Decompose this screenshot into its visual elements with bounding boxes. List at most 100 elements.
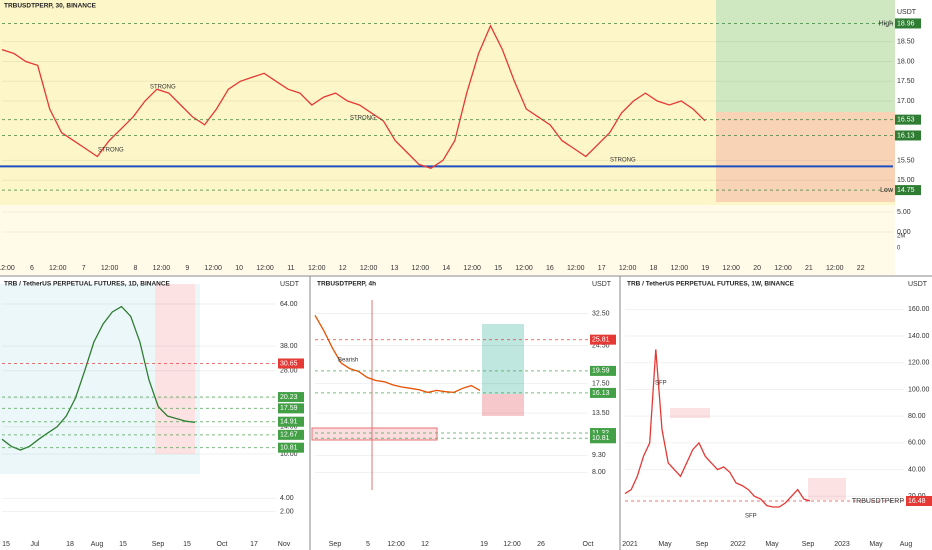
y-tick-label: 8.00 [592, 469, 606, 476]
price-tag-text: High [879, 20, 894, 27]
y-tick-label: 60.00 [908, 440, 926, 447]
price-tag [906, 495, 932, 506]
x-tick-label: 19 [480, 541, 488, 548]
chart-title: TRB / TetherUS PERPETUAL FUTURES, 1D, BI… [4, 281, 171, 288]
x-tick-label: 12 [421, 541, 429, 548]
price-tag [278, 392, 304, 403]
x-tick-label: 12:00 [308, 265, 326, 272]
annotation: 2M [897, 234, 905, 240]
chart-title: TRB / TetherUS PERPETUAL FUTURES, 1W, BI… [627, 281, 795, 288]
x-tick-label: 15 [2, 541, 10, 548]
y-tick-label: 13.50 [592, 410, 610, 417]
x-tick-label: 12:00 [0, 265, 15, 272]
price-tag-label: 30.65 [280, 360, 298, 367]
price-tag [278, 429, 304, 440]
price-tag-label: 14.91 [280, 419, 298, 426]
x-tick-label: 12:00 [515, 265, 533, 272]
price-tag [590, 433, 616, 444]
x-tick-label: 12:00 [671, 265, 689, 272]
price-tag [895, 130, 921, 141]
price-tag-label: 20.23 [280, 394, 298, 401]
y-tick-label: 15.50 [897, 157, 915, 164]
price-tag [590, 365, 616, 376]
y-tick-label: 32.50 [592, 310, 610, 317]
axis-unit: USDT [280, 281, 300, 288]
x-tick-label: May [658, 541, 672, 548]
x-tick-label: 15 [494, 265, 502, 272]
x-tick-label: 10 [235, 265, 243, 272]
x-tick-label: 12 [339, 265, 347, 272]
x-tick-label: Sep [329, 541, 342, 548]
y-tick-label: 160.00 [908, 306, 930, 313]
x-tick-label: 18 [650, 265, 658, 272]
x-tick-label: 15 [183, 541, 191, 548]
annotation: STRONG [350, 116, 376, 122]
x-tick-label: May [765, 541, 779, 548]
y-tick-label: 17.00 [897, 98, 915, 105]
x-tick-label: 26 [537, 541, 545, 548]
x-tick-label: 21 [805, 265, 813, 272]
target-zone [482, 324, 524, 394]
x-tick-label: 12:00 [153, 265, 171, 272]
y-tick-label: 120.00 [908, 360, 930, 367]
x-tick-label: 12:00 [826, 265, 844, 272]
price-tag-label: 12.67 [280, 432, 298, 439]
price-tag-text: TRBUSDTPERP [852, 498, 904, 505]
y-tick-label: 80.00 [908, 413, 926, 420]
x-tick-label: 17 [250, 541, 258, 548]
x-tick-label: 13 [391, 265, 399, 272]
x-tick-label: 12:00 [360, 265, 378, 272]
price-tag-label: 16.48 [908, 498, 926, 505]
price-tag-label: 18.96 [897, 20, 915, 27]
x-tick-label: 7 [82, 265, 86, 272]
x-tick-label: 12:00 [619, 265, 637, 272]
price-tag-label: 10.81 [592, 435, 610, 442]
volume-tick-label: 4.00 [280, 495, 294, 502]
x-tick-label: Sep [152, 541, 165, 548]
y-tick-label: 9.30 [592, 452, 606, 459]
price-tag [278, 358, 304, 369]
price-tag [278, 416, 304, 427]
x-tick-label: 12:00 [387, 541, 405, 548]
zone [808, 478, 846, 500]
annotation: STRONG [150, 85, 176, 91]
x-tick-label: 14 [442, 265, 450, 272]
x-tick-label: 12:00 [101, 265, 119, 272]
y-tick-label: 15.00 [897, 177, 915, 184]
x-tick-label: 12:00 [463, 265, 481, 272]
y-tick-label: 100.00 [908, 386, 930, 393]
y-tick-label: 17.50 [592, 381, 610, 388]
x-tick-label: Oct [583, 541, 594, 548]
x-tick-label: 19 [701, 265, 709, 272]
x-tick-label: 20 [753, 265, 761, 272]
volume-tick-label: 5.00 [897, 209, 911, 216]
x-tick-label: 15 [119, 541, 127, 548]
stop-zone [482, 394, 524, 416]
x-tick-label: 12:00 [412, 265, 430, 272]
y-tick-label: 140.00 [908, 333, 930, 340]
price-tag [895, 114, 921, 125]
price-tag [590, 387, 616, 398]
chart-title: TRBUSDTPERP, 30, BINANCE [4, 3, 97, 10]
price-line [1, 305, 196, 451]
x-tick-label: 2021 [622, 541, 638, 548]
x-tick-label: 6 [30, 265, 34, 272]
price-tag [278, 403, 304, 414]
chart-title: TRBUSDTPERP, 4h [317, 281, 376, 288]
y-tick-label: 14.00 [280, 424, 298, 431]
x-tick-label: 12:00 [204, 265, 222, 272]
x-tick-label: 17 [598, 265, 606, 272]
y-tick-label: 28.00 [280, 368, 298, 375]
volume-bg [0, 205, 895, 275]
price-line [314, 314, 481, 394]
axis-unit: USDT [908, 281, 928, 288]
x-tick-label: Jul [31, 541, 40, 548]
annotation: Bearish [338, 358, 358, 364]
axis-unit: USDT [897, 9, 917, 16]
price-tag-text: Low [880, 187, 894, 194]
x-tick-label: 12:00 [49, 265, 67, 272]
annotation: 0 [897, 246, 901, 252]
x-tick-label: Sep [696, 541, 709, 548]
axis-unit: USDT [592, 281, 612, 288]
stop-zone [716, 112, 895, 202]
